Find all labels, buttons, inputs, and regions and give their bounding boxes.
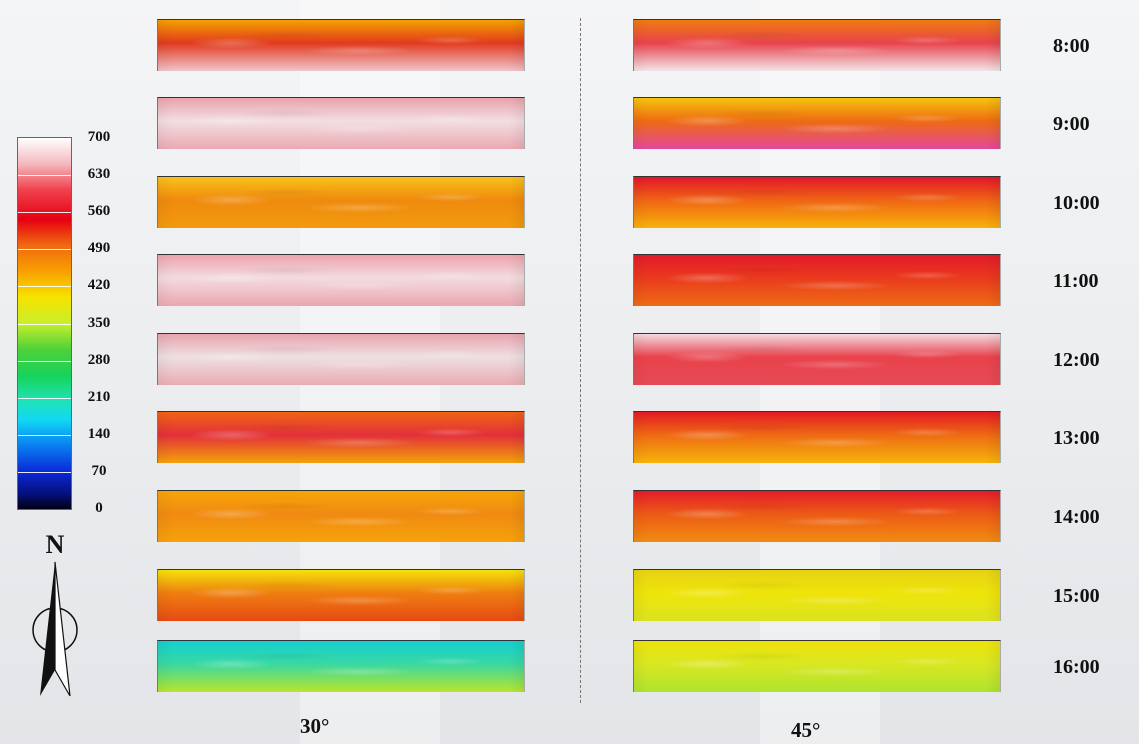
heatmap-strip-30-1	[157, 97, 525, 149]
strip-texture	[634, 98, 1000, 149]
strip-texture	[634, 177, 1000, 228]
colorbar-tick-label: 490	[87, 240, 111, 257]
compass-icon	[32, 561, 78, 697]
heatmap-strip-45-1	[633, 97, 1001, 149]
colorbar-tick-label: 0	[95, 500, 103, 516]
colorbar-tick	[18, 175, 71, 177]
time-label: 15:00	[1053, 585, 1100, 607]
strip-texture	[158, 177, 524, 228]
colorbar-tick-label: 210	[87, 388, 111, 405]
time-label: 13:00	[1053, 427, 1100, 449]
strip-texture	[634, 334, 1000, 385]
strip-texture	[158, 570, 524, 621]
colorbar-tick-label: 630	[87, 166, 111, 183]
time-label: 8:00	[1053, 35, 1090, 57]
colorbar-tick-label: 560	[87, 203, 111, 220]
time-label: 9:00	[1053, 113, 1090, 135]
colorbar-tick	[18, 471, 71, 473]
heatmap-strip-45-7	[633, 569, 1001, 621]
strip-texture	[158, 641, 524, 692]
strip-texture	[634, 255, 1000, 306]
angle-label-45: 45°	[791, 718, 821, 742]
heatmap-strip-45-6	[633, 490, 1001, 542]
strip-texture	[158, 491, 524, 542]
colorbar-tick	[18, 286, 71, 288]
heatmap-strip-45-2	[633, 176, 1001, 228]
colorbar-tick-label: 420	[87, 277, 111, 294]
heatmap-strip-30-6	[157, 490, 525, 542]
colorbar-tick	[18, 397, 71, 399]
time-label: 10:00	[1053, 192, 1100, 214]
heatmap-strip-30-5	[157, 411, 525, 463]
heatmap-strip-45-5	[633, 411, 1001, 463]
colorbar-tick-label: 70	[91, 462, 107, 479]
strip-texture	[158, 334, 524, 385]
time-label: 16:00	[1053, 656, 1100, 678]
strip-texture	[158, 255, 524, 306]
heatmap-strip-30-7	[157, 569, 525, 621]
strip-texture	[158, 412, 524, 463]
strip-texture	[634, 412, 1000, 463]
colorbar-tick	[18, 212, 71, 214]
colorbar-tick-label: 700	[87, 129, 111, 145]
strip-texture	[634, 20, 1000, 71]
heatmap-strip-30-3	[157, 254, 525, 306]
colorbar-tick	[18, 249, 71, 251]
heatmap-strip-30-8	[157, 640, 525, 692]
heatmap-strip-30-0	[157, 19, 525, 71]
north-arrow: N	[28, 530, 82, 703]
colorbar-tick	[18, 434, 71, 436]
heatmap-strip-30-2	[157, 176, 525, 228]
strip-texture	[634, 641, 1000, 692]
strip-texture	[158, 20, 524, 71]
colorbar-tick	[18, 323, 71, 325]
angle-label-30: 30°	[300, 714, 330, 738]
time-label: 11:00	[1053, 270, 1099, 292]
strip-texture	[158, 98, 524, 149]
column-divider	[580, 18, 581, 703]
heatmap-strip-45-0	[633, 19, 1001, 71]
colorbar	[17, 137, 72, 510]
time-label: 12:00	[1053, 349, 1100, 371]
colorbar-tick-label: 350	[87, 314, 111, 331]
heatmap-strip-45-8	[633, 640, 1001, 692]
time-label: 14:00	[1053, 506, 1100, 528]
heatmap-strip-45-4	[633, 333, 1001, 385]
colorbar-tick-label: 140	[87, 425, 111, 442]
strip-texture	[634, 570, 1000, 621]
colorbar-tick	[18, 360, 71, 362]
colorbar-tick-label: 280	[87, 351, 111, 368]
heatmap-strip-45-3	[633, 254, 1001, 306]
north-label: N	[45, 530, 65, 559]
heatmap-strip-30-4	[157, 333, 525, 385]
strip-texture	[634, 491, 1000, 542]
